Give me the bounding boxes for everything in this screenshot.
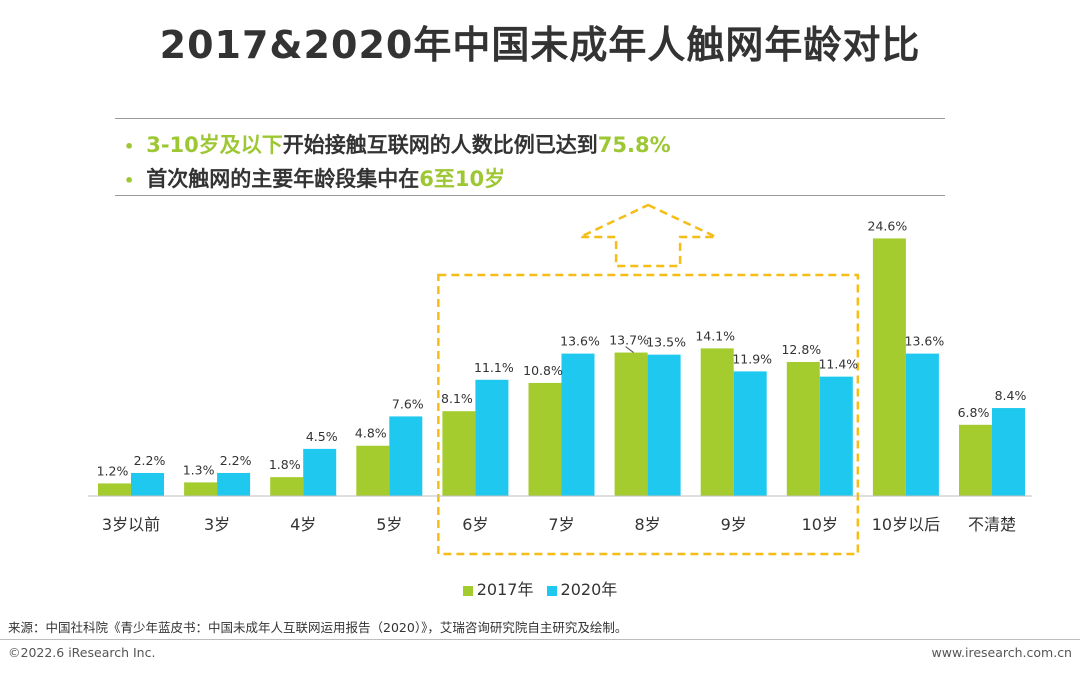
legend-label-2020: 2020年 bbox=[560, 580, 618, 599]
value-label: 2.2% bbox=[134, 453, 166, 468]
value-label: 4.8% bbox=[355, 426, 387, 441]
bar-2017 bbox=[356, 445, 390, 496]
bar-2017 bbox=[614, 352, 648, 496]
value-label: 13.7% bbox=[609, 333, 649, 348]
x-tick-label: 10岁 bbox=[802, 515, 838, 534]
x-tick-label: 10岁以后 bbox=[872, 515, 940, 534]
footer-divider bbox=[0, 639, 1080, 640]
bar-2020 bbox=[647, 354, 681, 496]
legend: 2017年 2020年 bbox=[0, 576, 1080, 600]
legend-swatch-2020 bbox=[546, 585, 557, 596]
x-tick-label: 4岁 bbox=[290, 515, 316, 534]
highlight-layer bbox=[437, 203, 860, 556]
bullet-dot: • bbox=[124, 171, 135, 190]
x-tick-label: 6岁 bbox=[462, 515, 488, 534]
bar-2020 bbox=[819, 376, 853, 496]
value-label: 11.9% bbox=[732, 351, 772, 366]
highlight-box bbox=[437, 273, 860, 556]
value-label: 11.1% bbox=[474, 360, 514, 375]
bullet-highlight-value: 6至10岁 bbox=[419, 167, 506, 191]
bullet-text: 首次触网的主要年龄段集中在 bbox=[146, 167, 420, 191]
top-divider bbox=[115, 118, 945, 119]
up-arrow-icon bbox=[579, 203, 717, 268]
legend-label-2017: 2017年 bbox=[476, 580, 534, 599]
value-label: 12.8% bbox=[781, 342, 821, 357]
page-title: 2017&2020年中国未成年人触网年龄对比 bbox=[159, 23, 921, 67]
x-tick-label: 3岁 bbox=[204, 515, 230, 534]
bottom-divider bbox=[115, 195, 945, 196]
bars-layer bbox=[98, 238, 1025, 497]
value-label: 24.6% bbox=[868, 218, 908, 233]
bullet-dot: • bbox=[124, 137, 135, 156]
x-tick-label: 8岁 bbox=[635, 515, 661, 534]
legend-swatch-2017 bbox=[462, 585, 473, 596]
value-label: 13.5% bbox=[646, 335, 686, 350]
bar-2017 bbox=[184, 482, 218, 496]
value-label: 13.6% bbox=[905, 334, 945, 349]
website-link[interactable]: www.iresearch.com.cn bbox=[931, 645, 1073, 660]
bullet-highlight: 3-10岁及以下 bbox=[146, 133, 283, 157]
bar-2017 bbox=[959, 424, 992, 496]
bar-2020 bbox=[131, 472, 164, 496]
value-label: 10.8% bbox=[523, 363, 563, 378]
label-leader-line bbox=[625, 346, 634, 353]
bar-chart: 1.2% 2.2% 3岁以前 1.3% 2.2% 3岁 1.8% 4.5% 4岁 4.8% 7.6%… bbox=[88, 203, 1032, 556]
x-tick-label: 9岁 bbox=[721, 515, 747, 534]
bar-2020 bbox=[905, 353, 939, 496]
labels-layer: 1.2% 2.2% 3岁以前 1.3% 2.2% 3岁 1.8% 4.5% 4岁 4.8% 7.6%… bbox=[97, 218, 1027, 534]
value-label: 4.5% bbox=[306, 429, 338, 444]
copyright: ©2022.6 iResearch Inc. bbox=[8, 645, 156, 660]
value-label: 6.8% bbox=[958, 405, 990, 420]
bar-2017 bbox=[786, 361, 820, 496]
bullet-1: • 3-10岁及以下开始接触互联网的人数比例已达到75.8% bbox=[124, 129, 671, 159]
bullet-text: 开始接触互联网的人数比例已达到 bbox=[282, 133, 598, 157]
bar-2020 bbox=[561, 353, 595, 496]
x-tick-label: 7岁 bbox=[548, 515, 574, 534]
value-label: 1.2% bbox=[97, 463, 129, 478]
bar-2017 bbox=[270, 477, 304, 496]
value-label: 7.6% bbox=[392, 396, 424, 411]
bullet-2: • 首次触网的主要年龄段集中在6至10岁 bbox=[124, 163, 505, 193]
bar-2020 bbox=[475, 379, 509, 496]
value-label: 8.1% bbox=[441, 391, 473, 406]
bar-2020 bbox=[217, 472, 251, 496]
value-label: 2.2% bbox=[220, 453, 252, 468]
bar-2017 bbox=[700, 348, 734, 496]
bar-2020 bbox=[389, 416, 423, 496]
value-label: 11.4% bbox=[818, 357, 858, 372]
bar-2020 bbox=[733, 371, 767, 496]
value-label: 8.4% bbox=[995, 388, 1027, 403]
bar-2020 bbox=[992, 408, 1025, 496]
bar-2017 bbox=[872, 238, 906, 497]
x-tick-label: 不清楚 bbox=[968, 515, 1016, 534]
bar-2020 bbox=[303, 448, 337, 496]
value-label: 1.8% bbox=[269, 457, 301, 472]
x-tick-label: 3岁以前 bbox=[102, 515, 160, 534]
bullet-highlight-value: 75.8% bbox=[597, 133, 671, 157]
value-label: 14.1% bbox=[695, 328, 735, 343]
bar-2017 bbox=[442, 411, 476, 496]
bar-2017 bbox=[98, 483, 131, 496]
value-label: 1.3% bbox=[183, 462, 215, 477]
x-tick-label: 5岁 bbox=[376, 515, 402, 534]
legend-item-2017: 2017年 bbox=[462, 580, 534, 599]
source-note: 来源：中国社科院《青少年蓝皮书：中国未成年人互联网运用报告（2020）》，艾瑞咨… bbox=[8, 620, 628, 635]
legend-item-2020: 2020年 bbox=[546, 580, 618, 599]
bar-2017 bbox=[528, 382, 562, 496]
value-label: 13.6% bbox=[560, 334, 600, 349]
